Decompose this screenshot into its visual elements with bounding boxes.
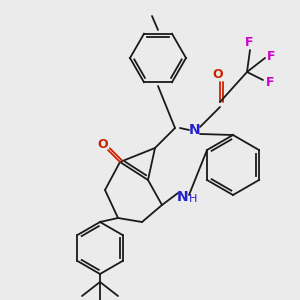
Text: N: N [189, 123, 201, 137]
Text: N: N [177, 190, 189, 204]
Text: F: F [266, 76, 274, 88]
Text: H: H [189, 194, 197, 204]
Text: O: O [98, 139, 108, 152]
Text: F: F [267, 50, 275, 62]
Text: F: F [245, 35, 253, 49]
Text: O: O [213, 68, 223, 82]
